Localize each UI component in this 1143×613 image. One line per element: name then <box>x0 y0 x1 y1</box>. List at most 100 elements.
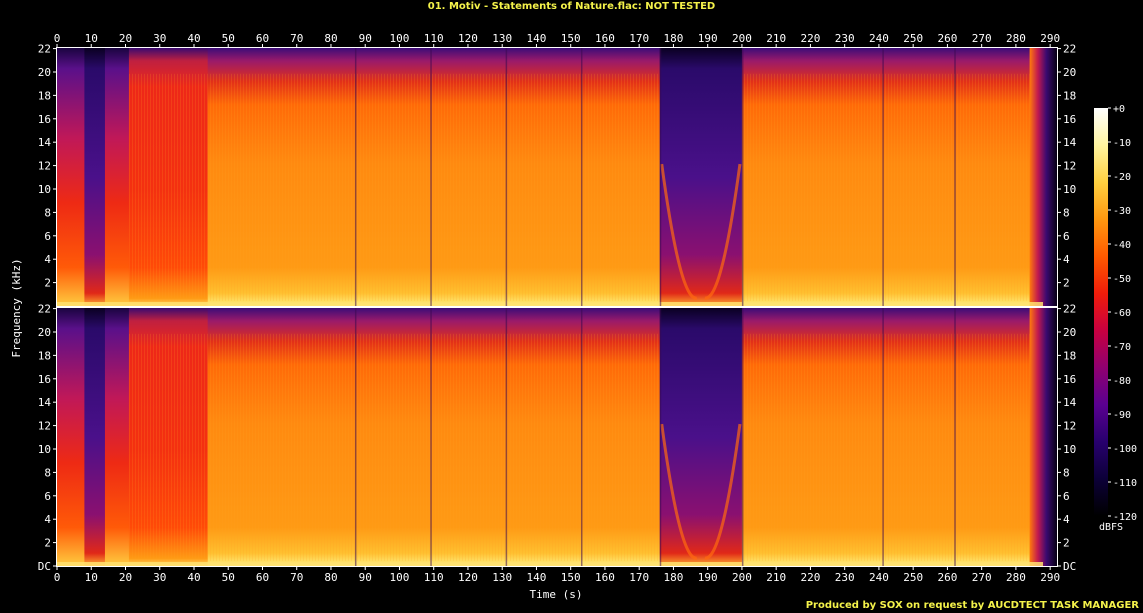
colorbar-tick-label: -10 <box>1113 138 1131 149</box>
x-tick-label: 290 <box>1040 571 1060 584</box>
section-boundary <box>354 308 357 566</box>
y-tick-label: 2 <box>44 537 51 550</box>
x-tick-label-top: 140 <box>527 32 547 45</box>
colorbar-tick-label: -110 <box>1113 478 1137 489</box>
low-frequency-band <box>57 302 1043 306</box>
x-tick-label-top: 50 <box>222 32 235 45</box>
section-boundary <box>430 48 432 306</box>
x-tick-label: 210 <box>766 571 786 584</box>
x-tick-label: 150 <box>561 571 581 584</box>
x-tick-label-top: 100 <box>390 32 410 45</box>
y-tick-label: 4 <box>44 253 51 266</box>
y-tick-label: 10 <box>38 443 51 456</box>
segment-1 <box>84 308 106 566</box>
y-tick-label-right: 12 <box>1063 160 1076 173</box>
section-boundary <box>430 308 432 566</box>
x-tick-label-top: 270 <box>972 32 992 45</box>
segment-8 <box>1029 308 1058 566</box>
y-tick-label-right: 10 <box>1063 183 1076 196</box>
x-tick-label: 40 <box>187 571 200 584</box>
x-tick-label-top: 30 <box>153 32 166 45</box>
sweep-arc <box>704 423 742 560</box>
x-tick-label-top: 280 <box>1006 32 1026 45</box>
section-boundary <box>505 48 508 306</box>
y-tick-label-right: 8 <box>1063 466 1070 479</box>
segment-8 <box>1029 48 1058 306</box>
segment-texture <box>741 73 1030 301</box>
y-tick-label: 6 <box>44 490 51 503</box>
y-tick-label-right: 6 <box>1063 490 1070 503</box>
section-boundary <box>580 48 583 306</box>
segment-6 <box>659 308 743 566</box>
y-tick-label-right: 18 <box>1063 349 1076 362</box>
y-tick-label: 10 <box>38 183 51 196</box>
x-tick-label: 250 <box>903 571 923 584</box>
x-tick-label: 100 <box>390 571 410 584</box>
section-boundary <box>882 48 884 306</box>
y-tick-label-right: 16 <box>1063 373 1076 386</box>
y-tick-label-right: 20 <box>1063 66 1076 79</box>
colorbar-tick-label: -100 <box>1113 444 1137 455</box>
x-tick-label: 180 <box>664 571 684 584</box>
colorbar-tick-label: -20 <box>1113 172 1131 183</box>
colorbar-tick-label: -70 <box>1113 342 1131 353</box>
y-tick-label-right: 4 <box>1063 513 1070 526</box>
x-tick-label: 200 <box>732 571 752 584</box>
y-tick-label: 12 <box>38 420 51 433</box>
segment-0 <box>57 308 85 566</box>
x-tick-label: 230 <box>835 571 855 584</box>
x-tick-label: 110 <box>424 571 444 584</box>
x-tick-label: 170 <box>629 571 649 584</box>
y-tick-label: 16 <box>38 113 51 126</box>
y-tick-label: 18 <box>38 89 51 102</box>
footer-credit: Produced by SOX on request by AUCDTECT T… <box>805 600 1139 611</box>
y-tick-label-right: 2 <box>1063 537 1070 550</box>
segment-texture <box>128 73 208 301</box>
x-tick-label-top: 190 <box>698 32 718 45</box>
segment-texture <box>207 333 355 561</box>
x-tick-label-top: 60 <box>256 32 269 45</box>
colorbar-tick-label: -40 <box>1113 240 1131 251</box>
y-tick-label: 8 <box>44 206 51 219</box>
x-tick-label-top: 260 <box>937 32 957 45</box>
x-tick-label-top: 250 <box>903 32 923 45</box>
y-tick-label: 14 <box>38 396 52 409</box>
x-tick-label: 10 <box>85 571 98 584</box>
x-tick-label-top: 230 <box>835 32 855 45</box>
x-tick-label: 190 <box>698 571 718 584</box>
y-tick-label: 14 <box>38 136 52 149</box>
y-tick-label-right: 14 <box>1063 136 1077 149</box>
y-tick-label-right: 20 <box>1063 326 1076 339</box>
section-boundary <box>882 308 884 566</box>
section-boundary <box>741 48 744 306</box>
y-tick-label-right: 22 <box>1063 303 1076 316</box>
section-boundary <box>954 48 956 306</box>
low-frequency-band <box>57 562 1043 566</box>
x-tick-label-top: 290 <box>1040 32 1060 45</box>
y-tick-label-right: 16 <box>1063 113 1076 126</box>
y-tick-label-right: 12 <box>1063 420 1076 433</box>
x-tick-label-top: 40 <box>187 32 200 45</box>
colorbar-tick-label: -90 <box>1113 410 1131 421</box>
y-tick-label: 12 <box>38 160 51 173</box>
x-tick-label: 220 <box>800 571 820 584</box>
y-tick-label: 22 <box>38 303 51 316</box>
x-tick-label: 90 <box>359 571 372 584</box>
segment-texture <box>741 333 1030 561</box>
segment-texture <box>354 333 660 561</box>
x-tick-label: 70 <box>290 571 303 584</box>
section-boundary <box>505 308 508 566</box>
x-tick-label: 20 <box>119 571 132 584</box>
colorbar-tick-label: -60 <box>1113 308 1131 319</box>
x-tick-label-top: 20 <box>119 32 132 45</box>
y-tick-label: DC <box>38 560 51 573</box>
y-tick-label-right: DC <box>1063 560 1076 573</box>
x-tick-label-top: 160 <box>595 32 615 45</box>
x-tick-label-top: 0 <box>54 32 61 45</box>
x-tick-label-top: 220 <box>800 32 820 45</box>
x-tick-label: 260 <box>937 571 957 584</box>
y-tick-label-right: 8 <box>1063 206 1070 219</box>
sweep-arc <box>704 163 742 300</box>
x-tick-label-top: 130 <box>492 32 512 45</box>
